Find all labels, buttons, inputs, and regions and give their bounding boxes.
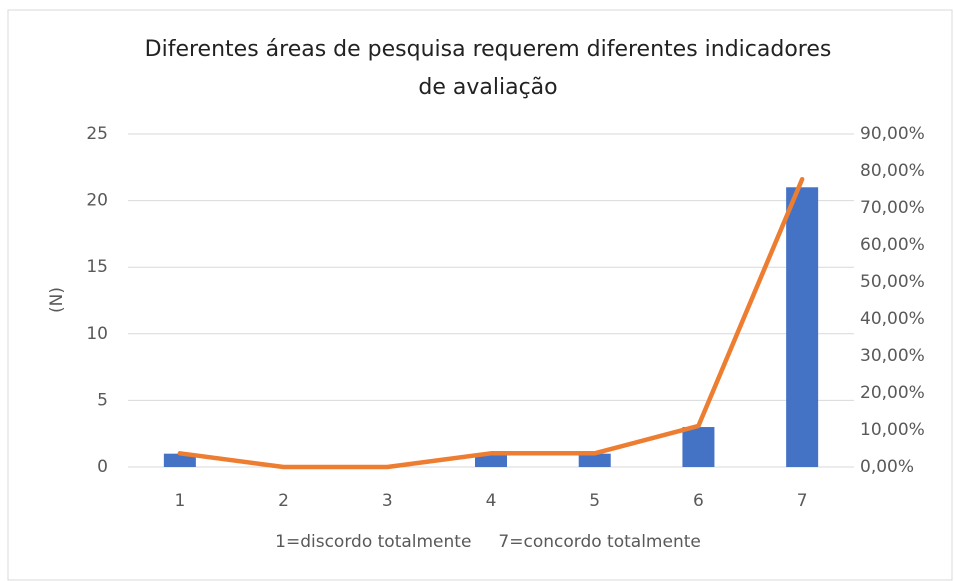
bar bbox=[163, 453, 196, 467]
y-axis-label: (N) bbox=[47, 287, 67, 313]
y-tick-label: 10 bbox=[86, 324, 108, 344]
line bbox=[177, 176, 805, 470]
y2-tick-label: 90,00% bbox=[860, 124, 925, 144]
y-tick-label: 25 bbox=[86, 124, 108, 144]
bar bbox=[786, 187, 819, 467]
y2-tick-label: 10,00% bbox=[860, 420, 925, 440]
y2-tick-label: 40,00% bbox=[860, 309, 925, 329]
y2-tick-label: 50,00% bbox=[860, 272, 925, 292]
bar bbox=[475, 453, 507, 467]
y2-tick-label: 0,00% bbox=[860, 457, 914, 477]
y-tick-label: 20 bbox=[86, 191, 108, 211]
bar bbox=[578, 453, 611, 467]
chart-title: Diferentes áreas de pesquisa requerem di… bbox=[145, 37, 832, 62]
y2-tick-label: 70,00% bbox=[860, 198, 925, 218]
y2-tick-label: 20,00% bbox=[860, 383, 925, 403]
bar bbox=[682, 427, 715, 467]
x-tick-label: 5 bbox=[589, 491, 600, 511]
y2-tick-label: 60,00% bbox=[860, 235, 925, 255]
x-axis-label: 1=discordo totalmente 7=concordo totalme… bbox=[275, 532, 701, 552]
chart-title: de avaliação bbox=[418, 75, 557, 100]
y-tick-label: 15 bbox=[86, 257, 108, 277]
x-tick-label: 2 bbox=[278, 491, 289, 511]
x-tick-label: 4 bbox=[486, 491, 497, 511]
x-tick-label: 7 bbox=[797, 491, 808, 511]
y2-tick-label: 30,00% bbox=[860, 346, 925, 366]
x-tick-label: 3 bbox=[382, 491, 393, 511]
y-tick-label: 0 bbox=[97, 457, 108, 477]
x-tick-label: 6 bbox=[693, 491, 704, 511]
y-tick-label: 5 bbox=[97, 390, 108, 410]
x-tick-label: 1 bbox=[174, 491, 185, 511]
y2-tick-label: 80,00% bbox=[860, 161, 925, 181]
